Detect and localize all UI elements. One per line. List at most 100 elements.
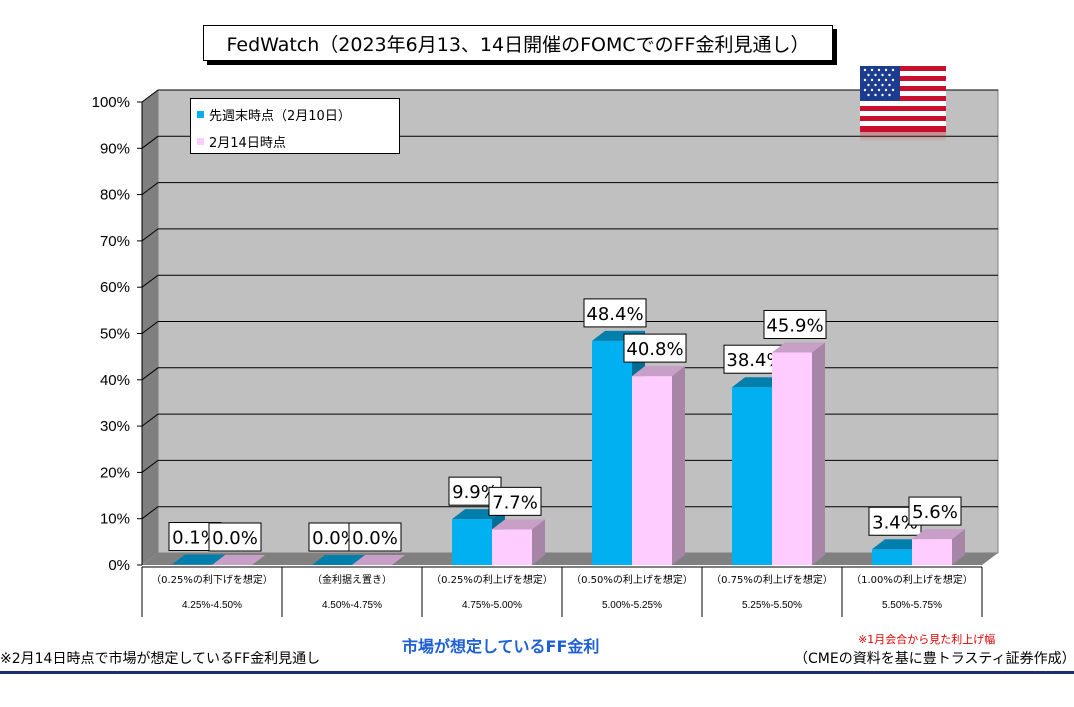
- data-label-5-1: 5.6%: [908, 496, 962, 526]
- category-label-scenario: （0.25%の利下げを想定）: [151, 573, 273, 586]
- gridline: [141, 274, 998, 288]
- data-label-box: [623, 333, 687, 363]
- chart-title: FedWatch（2023年6月13、14日開催のFOMCでのFF金利見通し）: [203, 25, 833, 61]
- gridline: [141, 413, 998, 427]
- bar-top: [312, 555, 365, 565]
- bar-front: [492, 529, 532, 565]
- bottom-divider: [0, 671, 1074, 674]
- data-label-box: [583, 298, 647, 328]
- data-label-3-0: 48.4%: [583, 298, 647, 328]
- legend-item-series-2: 2月14日時点: [197, 132, 286, 151]
- bar-front: [592, 340, 632, 565]
- gridline: [141, 89, 998, 103]
- y-tick-label: 100%: [92, 94, 130, 111]
- gridline: [141, 459, 998, 473]
- data-label-text: 45.9%: [766, 315, 823, 336]
- data-label-text: 3.4%: [872, 512, 918, 533]
- source-note: （CMEの資料を基に豊トラスティ証券作成）: [794, 651, 1074, 667]
- y-tick-label: 0%: [108, 557, 130, 574]
- category-label-scenario: （1.00%の利上げを想定）: [851, 573, 973, 586]
- bar-side: [532, 519, 545, 565]
- legend-swatch-series-1: [197, 111, 204, 118]
- legend-label-series-1: 先週末時点（2月10日）: [209, 109, 351, 124]
- bar-top: [352, 555, 405, 565]
- bar-side: [812, 342, 825, 565]
- data-label-text: 40.8%: [626, 339, 683, 360]
- bar-feb14-3: [632, 366, 685, 565]
- y-tick-label: 30%: [100, 418, 130, 435]
- gridline: [141, 182, 998, 196]
- plot-floor: [142, 553, 998, 565]
- data-label-text: 7.7%: [492, 492, 538, 513]
- bar-prev-week-0: [172, 554, 225, 565]
- data-label-text: 0.1%: [172, 528, 218, 549]
- category-label-range: 5.50%-5.75%: [882, 600, 942, 611]
- y-tick-label: 90%: [100, 140, 130, 157]
- bar-feb14-0: [212, 555, 265, 565]
- bar-top: [912, 529, 965, 540]
- data-label-box: [763, 309, 827, 339]
- category-label-scenario: （0.50%の利上げを想定）: [571, 573, 693, 586]
- category-label-range: 5.25%-5.50%: [742, 600, 802, 611]
- footnote-left: ※2月14日時点で市場が想定しているFF金利見通し: [0, 651, 321, 667]
- data-label-2-1: 7.7%: [488, 486, 542, 516]
- legend-item-series-1: 先週末時点（2月10日）: [197, 105, 351, 124]
- category-label-range: 5.00%-5.25%: [602, 600, 662, 611]
- bar-front: [632, 376, 672, 565]
- flag-stars: [863, 68, 895, 97]
- gridline: [141, 367, 998, 381]
- bar-front: [772, 352, 812, 565]
- legend-swatch-series-2: [197, 138, 204, 145]
- y-tick-label: 70%: [100, 233, 130, 250]
- data-label-3-1: 40.8%: [623, 333, 687, 363]
- data-label-text: 0.0%: [352, 528, 398, 549]
- bar-front: [452, 519, 492, 565]
- bar-front: [872, 549, 912, 565]
- data-label-text: 0.0%: [212, 528, 258, 549]
- gridline: [141, 506, 998, 520]
- data-label-text: 5.6%: [912, 502, 958, 523]
- data-label-text: 48.4%: [586, 304, 643, 325]
- bar-top: [492, 519, 545, 530]
- y-tick-label: 80%: [100, 187, 130, 204]
- y-tick-label: 20%: [100, 464, 130, 481]
- bar-feb14-2: [492, 519, 545, 565]
- y-tick-label: 40%: [100, 372, 130, 389]
- data-label-0-1: 0.0%: [208, 522, 262, 552]
- category-label-scenario: （0.75%の利上げを想定）: [711, 573, 833, 586]
- bar-top: [872, 539, 925, 550]
- legend: 先週末時点（2月10日） 2月14日時点: [190, 98, 400, 154]
- bar-top: [212, 555, 265, 565]
- gridline: [141, 228, 998, 242]
- data-label-4-1: 45.9%: [763, 309, 827, 339]
- bar-top: [632, 366, 685, 377]
- bar-front: [732, 387, 772, 565]
- data-label-1-1: 0.0%: [348, 522, 402, 552]
- bar-feb14-4: [772, 342, 825, 565]
- y-tick-label: 50%: [100, 326, 130, 343]
- data-label-box: [908, 496, 962, 526]
- data-label-box: [208, 522, 262, 552]
- x-axis-title: 市場が想定しているFF金利: [402, 637, 600, 656]
- bar-feb14-1: [352, 555, 405, 565]
- data-label-text: 9.9%: [452, 482, 498, 503]
- bar-side: [952, 529, 965, 565]
- bar-prev-week-1: [312, 555, 365, 565]
- bar-top: [172, 554, 225, 565]
- data-label-box: [488, 486, 542, 516]
- y-tick-label: 10%: [100, 511, 130, 528]
- bar-top: [772, 342, 825, 353]
- flag-canton: [860, 66, 900, 101]
- bar-prev-week-4: [732, 377, 785, 565]
- legend-label-series-2: 2月14日時点: [209, 136, 286, 151]
- flag-reflection: [860, 132, 946, 142]
- gridline: [141, 321, 998, 334]
- data-label-text: 0.0%: [312, 528, 358, 549]
- category-label-range: 4.50%-4.75%: [322, 600, 382, 611]
- us-flag-icon: [860, 66, 946, 142]
- data-label-box: [348, 522, 402, 552]
- bar-feb14-5: [912, 529, 965, 565]
- footnote-rate-hike-note: ※1月会合から見た利上げ幅: [858, 633, 996, 646]
- y-tick-label: 60%: [100, 279, 130, 296]
